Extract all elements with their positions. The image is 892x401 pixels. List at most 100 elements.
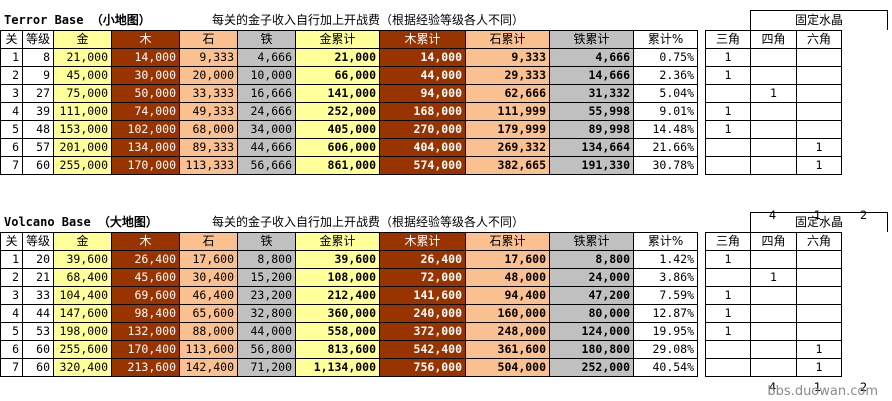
column-gap	[697, 120, 707, 139]
total-square: 1	[813, 208, 822, 222]
header-wood: 木	[111, 30, 181, 49]
cell-level: 20	[21, 250, 55, 269]
column-gap	[697, 322, 707, 341]
cell-crystal-square	[750, 156, 798, 175]
cell-gold-total: 405,000	[295, 120, 381, 139]
total-hexagon: 2	[859, 208, 868, 222]
cell-level: 57	[21, 138, 55, 157]
cell-iron: 23,200	[237, 286, 297, 305]
cell-gold: 68,400	[53, 268, 113, 287]
cell-crystal-square: 1	[750, 268, 798, 287]
crystal-totals: 4 1 2	[750, 380, 886, 396]
cell-crystal-square	[750, 322, 798, 341]
cell-stone-total: 504,000	[465, 358, 551, 377]
cell-level: 53	[21, 322, 55, 341]
cell-stone: 9,333	[179, 48, 239, 67]
cell-iron-total: 47,200	[549, 286, 635, 305]
cell-stone: 113,333	[179, 156, 239, 175]
cell-iron-total: 180,800	[549, 340, 635, 359]
cell-gold: 104,400	[53, 286, 113, 305]
column-gap	[697, 358, 707, 377]
cell-iron-total: 191,330	[549, 156, 635, 175]
header-wood-total: 木累计	[379, 30, 467, 49]
cell-wood: 102,000	[111, 120, 181, 139]
cell-crystal-hexagon	[796, 102, 843, 121]
sheet-title: Volcano Base （大地图）	[4, 215, 158, 229]
cell-stone-total: 17,600	[465, 250, 551, 269]
cell-crystal-triangle	[705, 138, 752, 157]
cell-iron: 32,800	[237, 304, 297, 323]
sheet-title: Terror Base （小地图）	[4, 13, 151, 27]
table-row: 2 9 45,000 30,000 20,000 10,000 66,000 44,000 29…	[0, 66, 843, 85]
column-gap	[697, 84, 707, 103]
total-square: 1	[813, 380, 822, 394]
crystal-totals: 4 1 2	[750, 208, 886, 224]
header-percent: 累计%	[633, 232, 699, 251]
cell-gold: 255,000	[53, 156, 113, 175]
table-row: 3 27 75,000 50,000 33,333 16,666 141,000 94,000…	[0, 84, 843, 103]
cell-crystal-triangle: 1	[705, 66, 752, 85]
header-row: 关等级金木石铁金累计 木累计 石累计 铁累计 累计% 三角 四角 六角	[0, 232, 843, 251]
table-row: 7 60 320,400 213,600 142,400 71,200 1,134,000 7…	[0, 358, 843, 377]
column-gap	[697, 156, 707, 175]
column-gap	[697, 138, 707, 157]
header-wood: 木	[111, 232, 181, 251]
cell-stone-total: 29,333	[465, 66, 551, 85]
cell-stone: 30,400	[179, 268, 239, 287]
cell-iron: 56,800	[237, 340, 297, 359]
cell-stage: 2	[0, 66, 23, 85]
cell-crystal-square	[750, 102, 798, 121]
cell-crystal-hexagon	[796, 120, 843, 139]
sheet-terror-base: Terror Base （小地图） 每关的金子收入自行加上开战费（根据经验等级各…	[0, 8, 892, 222]
header-iron-total: 铁累计	[549, 232, 635, 251]
cell-crystal-triangle: 1	[705, 304, 752, 323]
cell-wood: 45,600	[111, 268, 181, 287]
cell-iron-total: 134,664	[549, 138, 635, 157]
cell-crystal-triangle	[705, 358, 752, 377]
cell-percent: 1.42%	[633, 250, 699, 269]
cell-stone: 49,333	[179, 102, 239, 121]
column-gap	[697, 66, 707, 85]
cell-gold-total: 1,134,000	[295, 358, 381, 377]
cell-wood-total: 240,000	[379, 304, 467, 323]
cell-stone-total: 48,000	[465, 268, 551, 287]
cell-stone: 17,600	[179, 250, 239, 269]
cell-stone-total: 382,665	[465, 156, 551, 175]
header-stage: 关	[0, 30, 23, 49]
table-row: 3 33 104,400 69,600 46,400 23,200 212,400 141,6…	[0, 286, 843, 305]
header-stone: 石	[179, 232, 239, 251]
cell-stone: 142,400	[179, 358, 239, 377]
cell-level: 9	[21, 66, 55, 85]
cell-wood-total: 756,000	[379, 358, 467, 377]
cell-wood: 69,600	[111, 286, 181, 305]
header-stone-total: 石累计	[465, 232, 551, 251]
header-gold-total: 金累计	[295, 232, 381, 251]
total-triangle: 4	[768, 208, 777, 222]
cell-gold: 39,600	[53, 250, 113, 269]
header-row: 关等级金木石铁金累计 木累计 石累计 铁累计 累计% 三角 四角 六角	[0, 30, 843, 49]
column-gap	[697, 268, 707, 287]
cell-iron-total: 124,000	[549, 322, 635, 341]
cell-iron-total: 8,800	[549, 250, 635, 269]
cell-stone: 33,333	[179, 84, 239, 103]
cell-crystal-square	[750, 304, 798, 323]
cell-gold-total: 861,000	[295, 156, 381, 175]
cell-iron-total: 4,666	[549, 48, 635, 67]
cell-wood: 170,400	[111, 340, 181, 359]
cell-iron: 4,666	[237, 48, 297, 67]
cell-iron: 44,000	[237, 322, 297, 341]
cell-wood-total: 94,000	[379, 84, 467, 103]
cell-percent: 21.66%	[633, 138, 699, 157]
cell-iron-total: 252,000	[549, 358, 635, 377]
cell-iron: 10,000	[237, 66, 297, 85]
total-triangle: 4	[768, 380, 777, 394]
cell-crystal-hexagon	[796, 250, 843, 269]
cell-level: 48	[21, 120, 55, 139]
column-gap	[697, 340, 707, 359]
header-crystal-triangle: 三角	[705, 30, 752, 49]
cell-iron-total: 80,000	[549, 304, 635, 323]
cell-percent: 3.86%	[633, 268, 699, 287]
cell-stone: 46,400	[179, 286, 239, 305]
cell-stage: 6	[0, 340, 23, 359]
sheet-note: 每关的金子收入自行加上开战费（根据经验等级各人不同）	[212, 215, 525, 229]
